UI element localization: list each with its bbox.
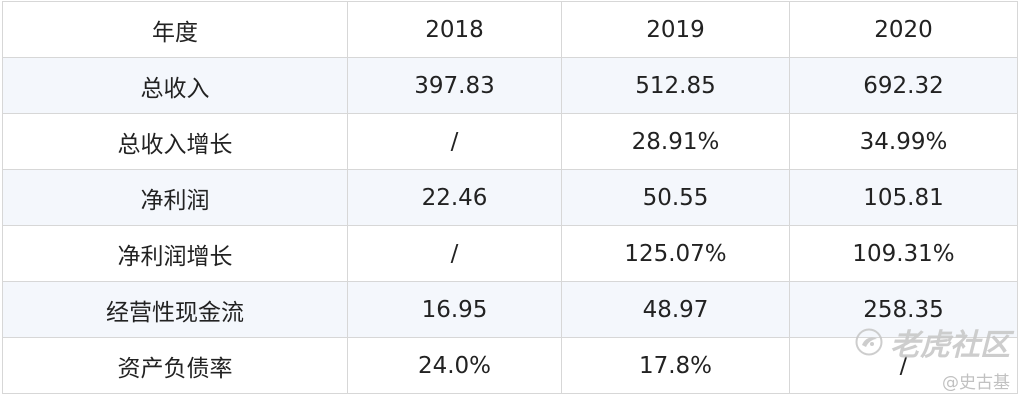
table-row: 净利润 22.46 50.55 105.81 <box>2 169 1018 226</box>
table-cell: 692.32 <box>789 57 1018 114</box>
table-cell: 28.91% <box>561 113 790 170</box>
row-label: 净利润增长 <box>2 225 348 282</box>
table-row: 经营性现金流 16.95 48.97 258.35 <box>2 281 1018 338</box>
financial-table: 年度 2018 2019 2020 总收入 397.83 512.85 692.… <box>2 1 1018 394</box>
table-cell: 109.31% <box>789 225 1018 282</box>
table-cell: 105.81 <box>789 169 1018 226</box>
row-label: 净利润 <box>2 169 348 226</box>
header-cell: 2019 <box>561 1 790 58</box>
table-cell: / <box>789 337 1018 394</box>
table-row: 总收入 397.83 512.85 692.32 <box>2 57 1018 114</box>
table-cell: / <box>347 113 562 170</box>
header-cell: 2020 <box>789 1 1018 58</box>
header-cell: 2018 <box>347 1 562 58</box>
table-row: 净利润增长 / 125.07% 109.31% <box>2 225 1018 282</box>
table-cell: 512.85 <box>561 57 790 114</box>
table-cell: 34.99% <box>789 113 1018 170</box>
table-cell: 258.35 <box>789 281 1018 338</box>
table-cell: 22.46 <box>347 169 562 226</box>
row-label: 资产负债率 <box>2 337 348 394</box>
table-cell: 24.0% <box>347 337 562 394</box>
table-cell: 125.07% <box>561 225 790 282</box>
table-row: 总收入增长 / 28.91% 34.99% <box>2 113 1018 170</box>
header-cell: 年度 <box>2 1 348 58</box>
financial-table-container: 年度 2018 2019 2020 总收入 397.83 512.85 692.… <box>2 1 1018 394</box>
table-cell: 17.8% <box>561 337 790 394</box>
row-label: 总收入增长 <box>2 113 348 170</box>
row-label: 经营性现金流 <box>2 281 348 338</box>
table-header-row: 年度 2018 2019 2020 <box>2 1 1018 58</box>
row-label: 总收入 <box>2 57 348 114</box>
table-cell: 16.95 <box>347 281 562 338</box>
table-cell: 48.97 <box>561 281 790 338</box>
table-row: 资产负债率 24.0% 17.8% / <box>2 337 1018 394</box>
table-cell: 397.83 <box>347 57 562 114</box>
table-cell: / <box>347 225 562 282</box>
table-cell: 50.55 <box>561 169 790 226</box>
